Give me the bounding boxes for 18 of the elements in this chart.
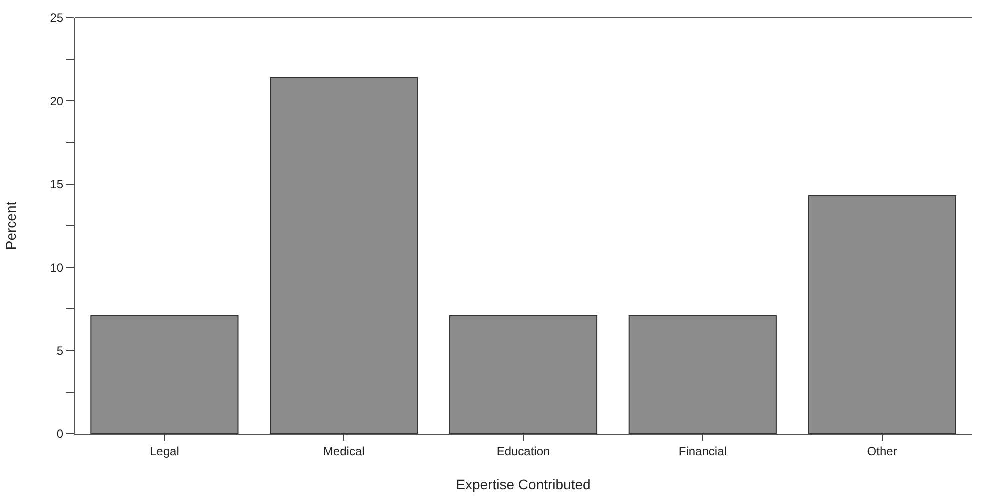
y-tick-label: 0: [56, 427, 64, 442]
y-tick-label: 10: [50, 260, 64, 275]
bar: [628, 315, 777, 434]
y-tick-label: 5: [56, 344, 64, 358]
x-tick-label: Medical: [323, 444, 365, 458]
y-tick-label: 25: [50, 11, 64, 26]
bar: [90, 315, 239, 434]
x-tick-label: Legal: [150, 444, 180, 458]
x-tick-label: Other: [867, 444, 898, 458]
bar: [808, 196, 956, 434]
y-tick-label: 15: [50, 178, 64, 192]
x-tick-label: Education: [496, 444, 550, 458]
x-axis-title: Expertise Contributed: [456, 476, 591, 493]
y-axis-title: Percent: [2, 202, 19, 250]
y-tick-label: 20: [50, 94, 64, 108]
x-tick-label: Financial: [678, 444, 727, 458]
bar: [449, 315, 598, 434]
bar: [270, 77, 418, 434]
